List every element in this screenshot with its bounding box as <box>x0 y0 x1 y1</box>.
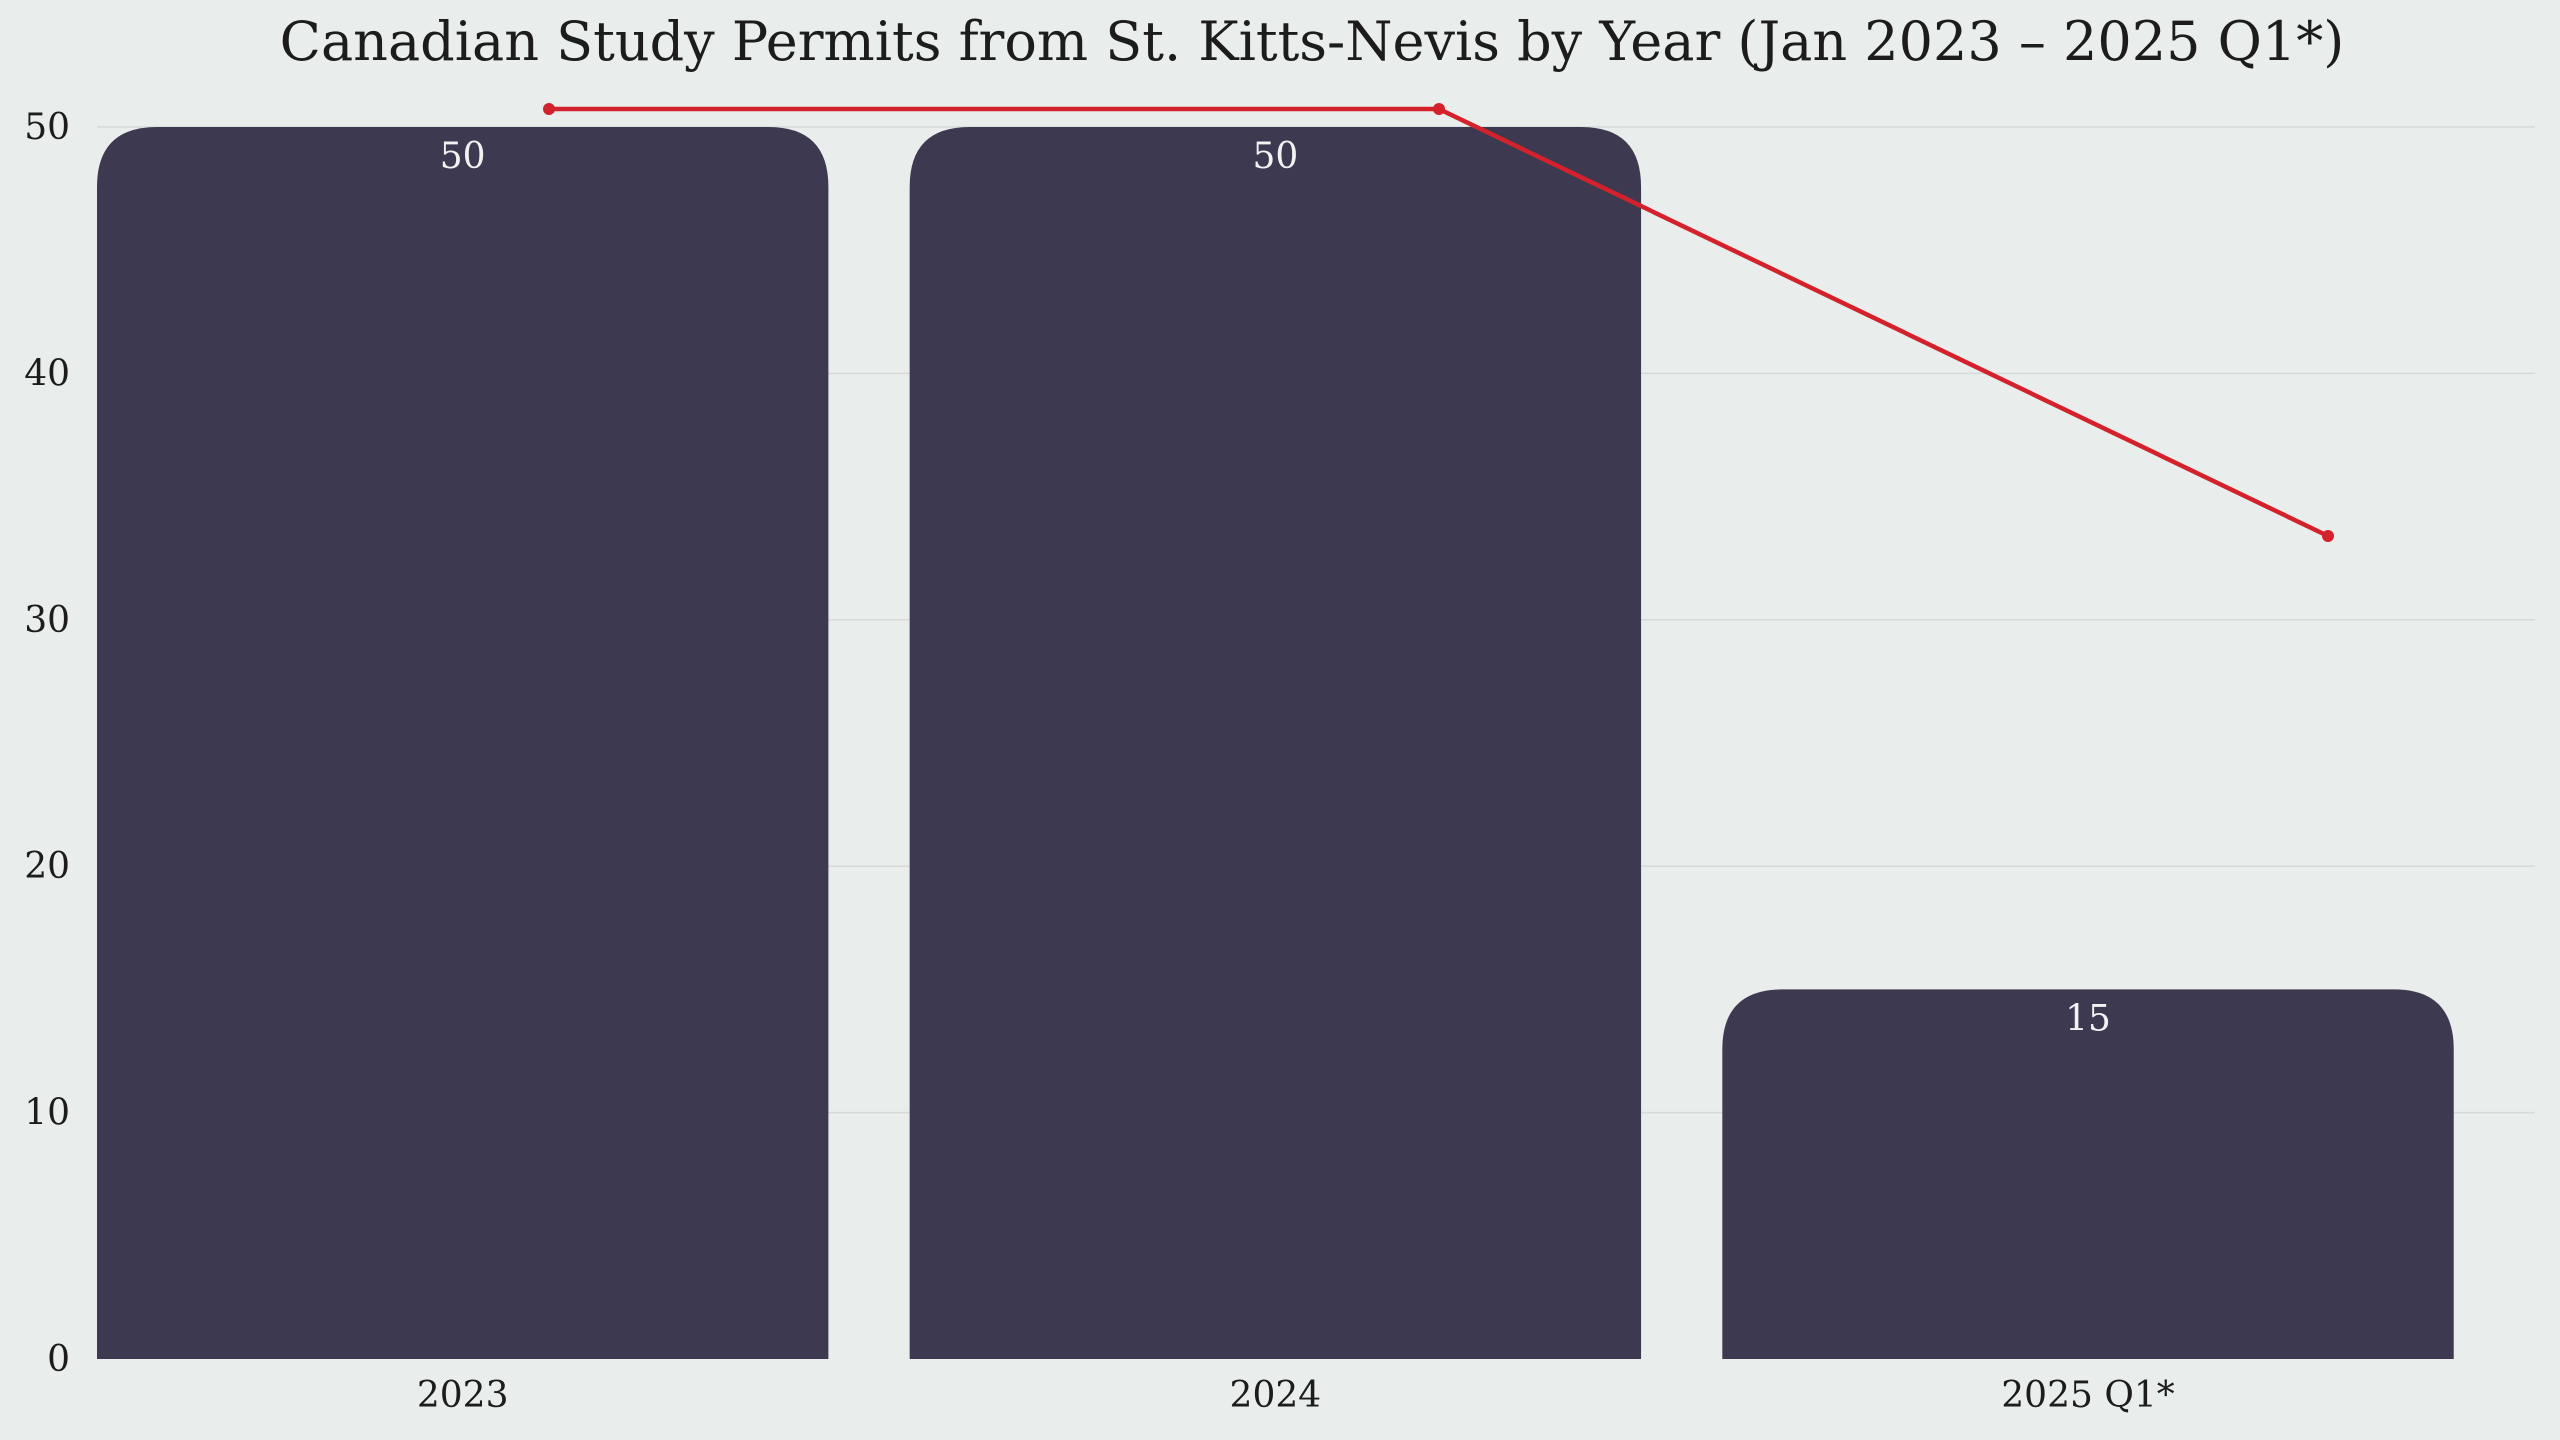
bar <box>909 127 1642 1359</box>
y-tick-label: 30 <box>24 600 70 641</box>
y-tick-label: 50 <box>24 107 70 148</box>
trend-line-point <box>543 103 555 115</box>
x-axis: 2023 2024 2025 Q1* <box>417 1375 2175 1416</box>
bars <box>97 127 2454 1359</box>
y-tick-label: 40 <box>24 353 70 394</box>
y-tick-label: 20 <box>24 846 70 887</box>
trend-line <box>543 103 2334 542</box>
y-tick-label: 10 <box>24 1093 70 1134</box>
bar-value-label: 50 <box>1252 136 1298 177</box>
y-axis: 0 10 20 30 40 50 <box>24 107 70 1380</box>
bar-value-label: 50 <box>440 136 486 177</box>
chart-title: Canadian Study Permits from St. Kitts-Ne… <box>280 10 2345 73</box>
bar-value-labels: 50 50 15 <box>440 136 2111 1039</box>
x-tick-label: 2025 Q1* <box>2001 1375 2174 1416</box>
bar-value-label: 15 <box>2065 998 2111 1039</box>
y-tick-label: 0 <box>47 1339 70 1380</box>
trend-line-point <box>2322 530 2334 542</box>
trend-line-point <box>1433 103 1445 115</box>
bar <box>97 127 829 1359</box>
bar <box>1722 989 2454 1359</box>
x-tick-label: 2023 <box>417 1375 509 1416</box>
x-tick-label: 2024 <box>1230 1375 1322 1416</box>
